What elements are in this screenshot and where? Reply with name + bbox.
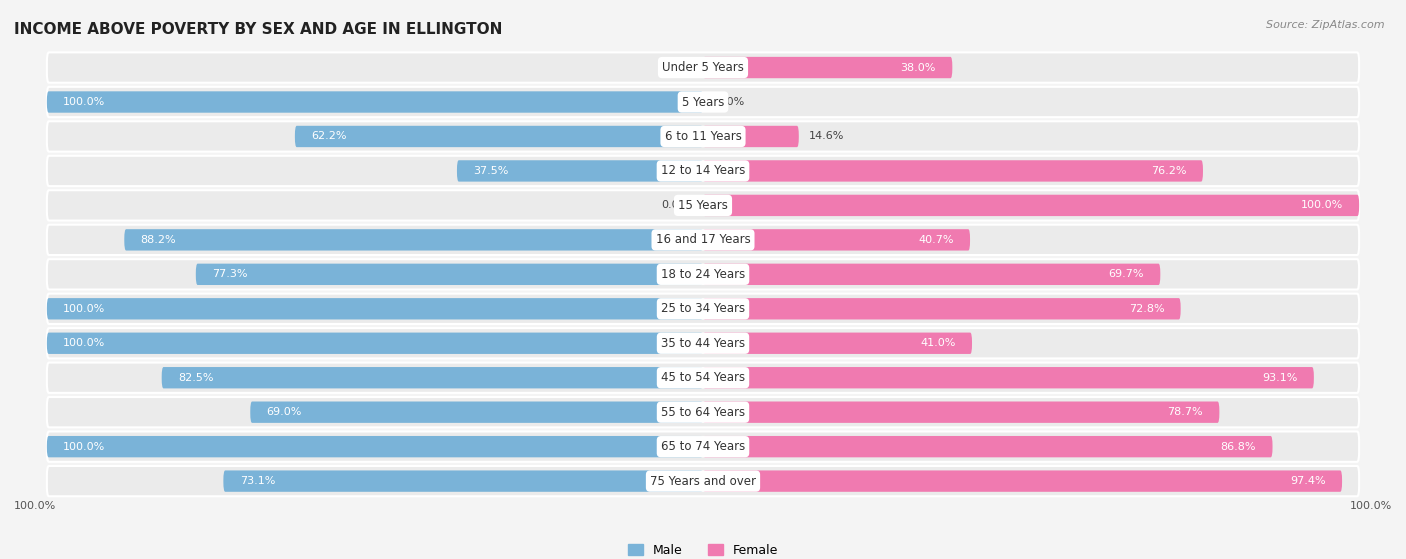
Text: 69.7%: 69.7%	[1108, 269, 1144, 280]
Text: 15 Years: 15 Years	[678, 199, 728, 212]
FancyBboxPatch shape	[162, 367, 703, 389]
FancyBboxPatch shape	[703, 298, 1181, 320]
FancyBboxPatch shape	[46, 298, 703, 320]
FancyBboxPatch shape	[703, 436, 1272, 457]
FancyBboxPatch shape	[46, 190, 1360, 221]
Text: Under 5 Years: Under 5 Years	[662, 61, 744, 74]
Text: 12 to 14 Years: 12 to 14 Years	[661, 164, 745, 177]
FancyBboxPatch shape	[46, 333, 703, 354]
FancyBboxPatch shape	[457, 160, 703, 182]
Text: 18 to 24 Years: 18 to 24 Years	[661, 268, 745, 281]
FancyBboxPatch shape	[46, 91, 703, 113]
FancyBboxPatch shape	[124, 229, 703, 250]
Text: 65 to 74 Years: 65 to 74 Years	[661, 440, 745, 453]
Text: 5 Years: 5 Years	[682, 96, 724, 108]
FancyBboxPatch shape	[46, 259, 1360, 290]
Text: 41.0%: 41.0%	[921, 338, 956, 348]
FancyBboxPatch shape	[703, 264, 1160, 285]
FancyBboxPatch shape	[46, 53, 1360, 83]
FancyBboxPatch shape	[46, 466, 1360, 496]
Text: 77.3%: 77.3%	[212, 269, 247, 280]
Legend: Male, Female: Male, Female	[623, 539, 783, 559]
FancyBboxPatch shape	[46, 87, 1360, 117]
FancyBboxPatch shape	[46, 363, 1360, 393]
Text: 14.6%: 14.6%	[808, 131, 844, 141]
FancyBboxPatch shape	[703, 367, 1313, 389]
FancyBboxPatch shape	[703, 126, 799, 147]
Text: 93.1%: 93.1%	[1263, 373, 1298, 383]
FancyBboxPatch shape	[46, 397, 1360, 427]
Text: 40.7%: 40.7%	[918, 235, 953, 245]
Text: 100.0%: 100.0%	[1301, 200, 1343, 210]
Text: 78.7%: 78.7%	[1167, 407, 1204, 417]
FancyBboxPatch shape	[46, 436, 703, 457]
FancyBboxPatch shape	[703, 471, 1343, 492]
Text: 6 to 11 Years: 6 to 11 Years	[665, 130, 741, 143]
Text: INCOME ABOVE POVERTY BY SEX AND AGE IN ELLINGTON: INCOME ABOVE POVERTY BY SEX AND AGE IN E…	[14, 22, 502, 37]
Text: 45 to 54 Years: 45 to 54 Years	[661, 371, 745, 384]
FancyBboxPatch shape	[46, 225, 1360, 255]
Text: 0.0%: 0.0%	[662, 63, 690, 73]
Text: 100.0%: 100.0%	[63, 338, 105, 348]
Text: 72.8%: 72.8%	[1129, 304, 1164, 314]
FancyBboxPatch shape	[703, 401, 1219, 423]
Text: 16 and 17 Years: 16 and 17 Years	[655, 233, 751, 247]
Text: 75 Years and over: 75 Years and over	[650, 475, 756, 487]
FancyBboxPatch shape	[46, 156, 1360, 186]
FancyBboxPatch shape	[703, 229, 970, 250]
Text: 37.5%: 37.5%	[474, 166, 509, 176]
FancyBboxPatch shape	[46, 328, 1360, 358]
FancyBboxPatch shape	[703, 57, 952, 78]
Text: 100.0%: 100.0%	[63, 97, 105, 107]
FancyBboxPatch shape	[46, 121, 1360, 151]
FancyBboxPatch shape	[295, 126, 703, 147]
FancyBboxPatch shape	[703, 195, 1360, 216]
FancyBboxPatch shape	[46, 432, 1360, 462]
FancyBboxPatch shape	[195, 264, 703, 285]
Text: 82.5%: 82.5%	[179, 373, 214, 383]
Text: 100.0%: 100.0%	[1350, 501, 1392, 511]
Text: 76.2%: 76.2%	[1152, 166, 1187, 176]
Text: 62.2%: 62.2%	[311, 131, 347, 141]
Text: 0.0%: 0.0%	[716, 97, 744, 107]
FancyBboxPatch shape	[703, 160, 1204, 182]
Text: 0.0%: 0.0%	[662, 200, 690, 210]
Text: 55 to 64 Years: 55 to 64 Years	[661, 406, 745, 419]
Text: 100.0%: 100.0%	[14, 501, 56, 511]
Text: 69.0%: 69.0%	[267, 407, 302, 417]
FancyBboxPatch shape	[703, 333, 972, 354]
Text: 100.0%: 100.0%	[63, 442, 105, 452]
FancyBboxPatch shape	[250, 401, 703, 423]
Text: 35 to 44 Years: 35 to 44 Years	[661, 337, 745, 350]
Text: 88.2%: 88.2%	[141, 235, 176, 245]
Text: 38.0%: 38.0%	[901, 63, 936, 73]
Text: 73.1%: 73.1%	[240, 476, 276, 486]
Text: 86.8%: 86.8%	[1220, 442, 1256, 452]
FancyBboxPatch shape	[46, 293, 1360, 324]
Text: 97.4%: 97.4%	[1291, 476, 1326, 486]
Text: Source: ZipAtlas.com: Source: ZipAtlas.com	[1267, 20, 1385, 30]
Text: 25 to 34 Years: 25 to 34 Years	[661, 302, 745, 315]
Text: 100.0%: 100.0%	[63, 304, 105, 314]
FancyBboxPatch shape	[224, 471, 703, 492]
